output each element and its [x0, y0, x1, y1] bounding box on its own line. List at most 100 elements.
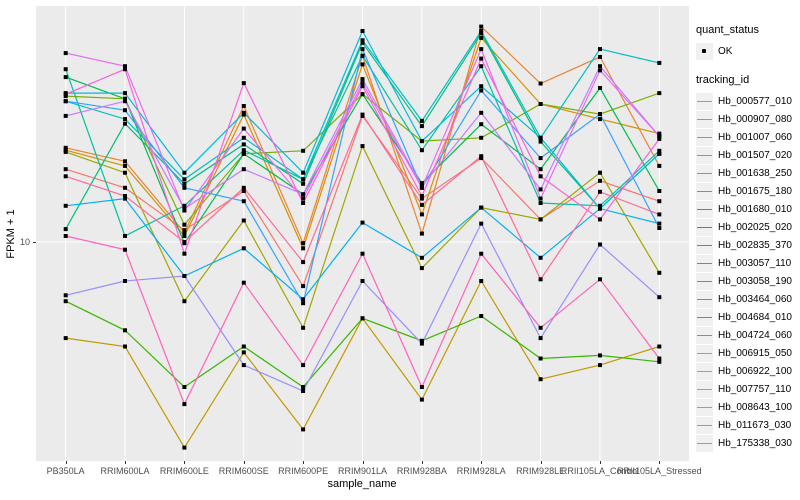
data-point: [241, 344, 246, 349]
data-point: [123, 328, 127, 333]
data-point: [419, 139, 424, 144]
data-point: [538, 277, 543, 282]
data-point: [301, 325, 306, 330]
legend-item-Hb_004684_010: Hb_004684_010: [696, 309, 800, 326]
data-point: [360, 144, 365, 149]
legend-key-swatch: [696, 43, 713, 60]
data-point: [598, 117, 602, 122]
data-point: [598, 353, 602, 358]
data-point: [241, 135, 246, 140]
data-point: [598, 86, 602, 90]
legend-key-swatch: [696, 417, 713, 434]
data-point: [241, 104, 246, 108]
data-point: [419, 385, 424, 389]
legend-line-icon: [697, 136, 712, 139]
data-point: [598, 47, 602, 52]
legend-line-icon: [697, 154, 712, 157]
data-point: [182, 274, 187, 278]
legend-item-Hb_003057_110: Hb_003057_110: [696, 255, 800, 272]
legend-item-Hb_001507_020: Hb_001507_020: [696, 147, 800, 164]
legend-item-label: Hb_008643_100: [718, 402, 792, 413]
legend-item-Hb_002025_020: Hb_002025_020: [696, 219, 800, 236]
data-point: [657, 148, 662, 153]
legend-item-label: Hb_004724_060: [718, 330, 792, 341]
data-point: [360, 62, 365, 67]
x-axis-tick-label: RRIM928LA: [456, 466, 506, 476]
legend-line-icon: [697, 424, 712, 427]
data-point: [657, 91, 662, 96]
data-point: [301, 389, 306, 393]
legend-key-swatch: [696, 219, 713, 236]
data-point: [538, 81, 543, 86]
legend-item-Hb_001680_010: Hb_001680_010: [696, 201, 800, 218]
legend-key-swatch: [696, 327, 713, 344]
legend-item-Hb_011673_030: Hb_011673_030: [696, 417, 800, 434]
data-point: [419, 266, 424, 271]
data-point: [657, 131, 662, 136]
data-point: [538, 336, 543, 341]
data-point: [360, 220, 365, 225]
data-point: [123, 67, 127, 72]
data-point: [182, 203, 187, 208]
data-point: [63, 234, 68, 238]
data-point: [123, 279, 127, 283]
data-point: [123, 234, 127, 238]
legend-item-Hb_006915_050: Hb_006915_050: [696, 345, 800, 362]
data-point: [182, 222, 187, 227]
legend-item-label: Hb_001638_250: [718, 168, 792, 179]
data-point: [301, 148, 306, 153]
data-point: [182, 402, 187, 407]
legend-key-swatch: [696, 345, 713, 362]
data-point: [657, 295, 662, 300]
legend-title-tracking-id: tracking_id: [696, 74, 750, 86]
legend-item-Hb_000577_010: Hb_000577_010: [696, 93, 800, 110]
legend-key-swatch: [696, 381, 713, 398]
legend-item-label: Hb_003464_060: [718, 294, 792, 305]
legend-line-icon: [697, 208, 712, 211]
data-point: [123, 247, 127, 252]
legend-item-label: Hb_001007_060: [718, 132, 792, 143]
data-point: [182, 177, 187, 182]
data-point: [360, 38, 365, 43]
data-point: [538, 135, 543, 140]
data-point: [241, 110, 246, 115]
data-point: [598, 170, 602, 175]
legend-item-Hb_007757_110: Hb_007757_110: [696, 381, 800, 398]
data-point: [301, 201, 306, 205]
data-point: [538, 255, 543, 260]
legend-item-label: Hb_175338_030: [718, 438, 792, 449]
data-point: [182, 185, 187, 190]
data-point: [538, 187, 543, 192]
data-point: [538, 196, 543, 201]
x-axis-tick-label: RRIM928LE: [516, 466, 566, 476]
data-point: [657, 359, 662, 364]
data-point: [598, 206, 602, 211]
legend-key-swatch: [696, 165, 713, 182]
data-point: [63, 293, 68, 298]
data-point: [538, 356, 543, 361]
legend-line-icon: [697, 334, 712, 337]
data-point: [301, 192, 306, 197]
data-point: [241, 189, 246, 193]
data-point: [419, 118, 424, 123]
legend-item-label: Hb_003057_110: [718, 258, 792, 269]
data-point: [657, 356, 662, 361]
data-point: [301, 363, 306, 368]
y-tick-label: 10: [19, 237, 30, 247]
legend-item-Hb_003464_060: Hb_003464_060: [696, 291, 800, 308]
data-point: [479, 84, 484, 89]
data-point: [479, 88, 484, 93]
data-point: [538, 156, 543, 161]
data-point: [657, 134, 662, 139]
data-point: [63, 336, 68, 341]
data-point: [360, 40, 365, 45]
data-point: [360, 316, 365, 321]
data-point: [538, 201, 543, 205]
x-tick-mark: [303, 461, 305, 464]
legend-key-swatch: [696, 111, 713, 128]
legend-item-label: Hb_002835_370: [718, 240, 792, 251]
data-point: [182, 299, 187, 304]
x-axis-tick-label: RRIM901LA: [337, 466, 388, 476]
data-point: [360, 77, 365, 82]
legend-line-icon: [697, 190, 712, 193]
